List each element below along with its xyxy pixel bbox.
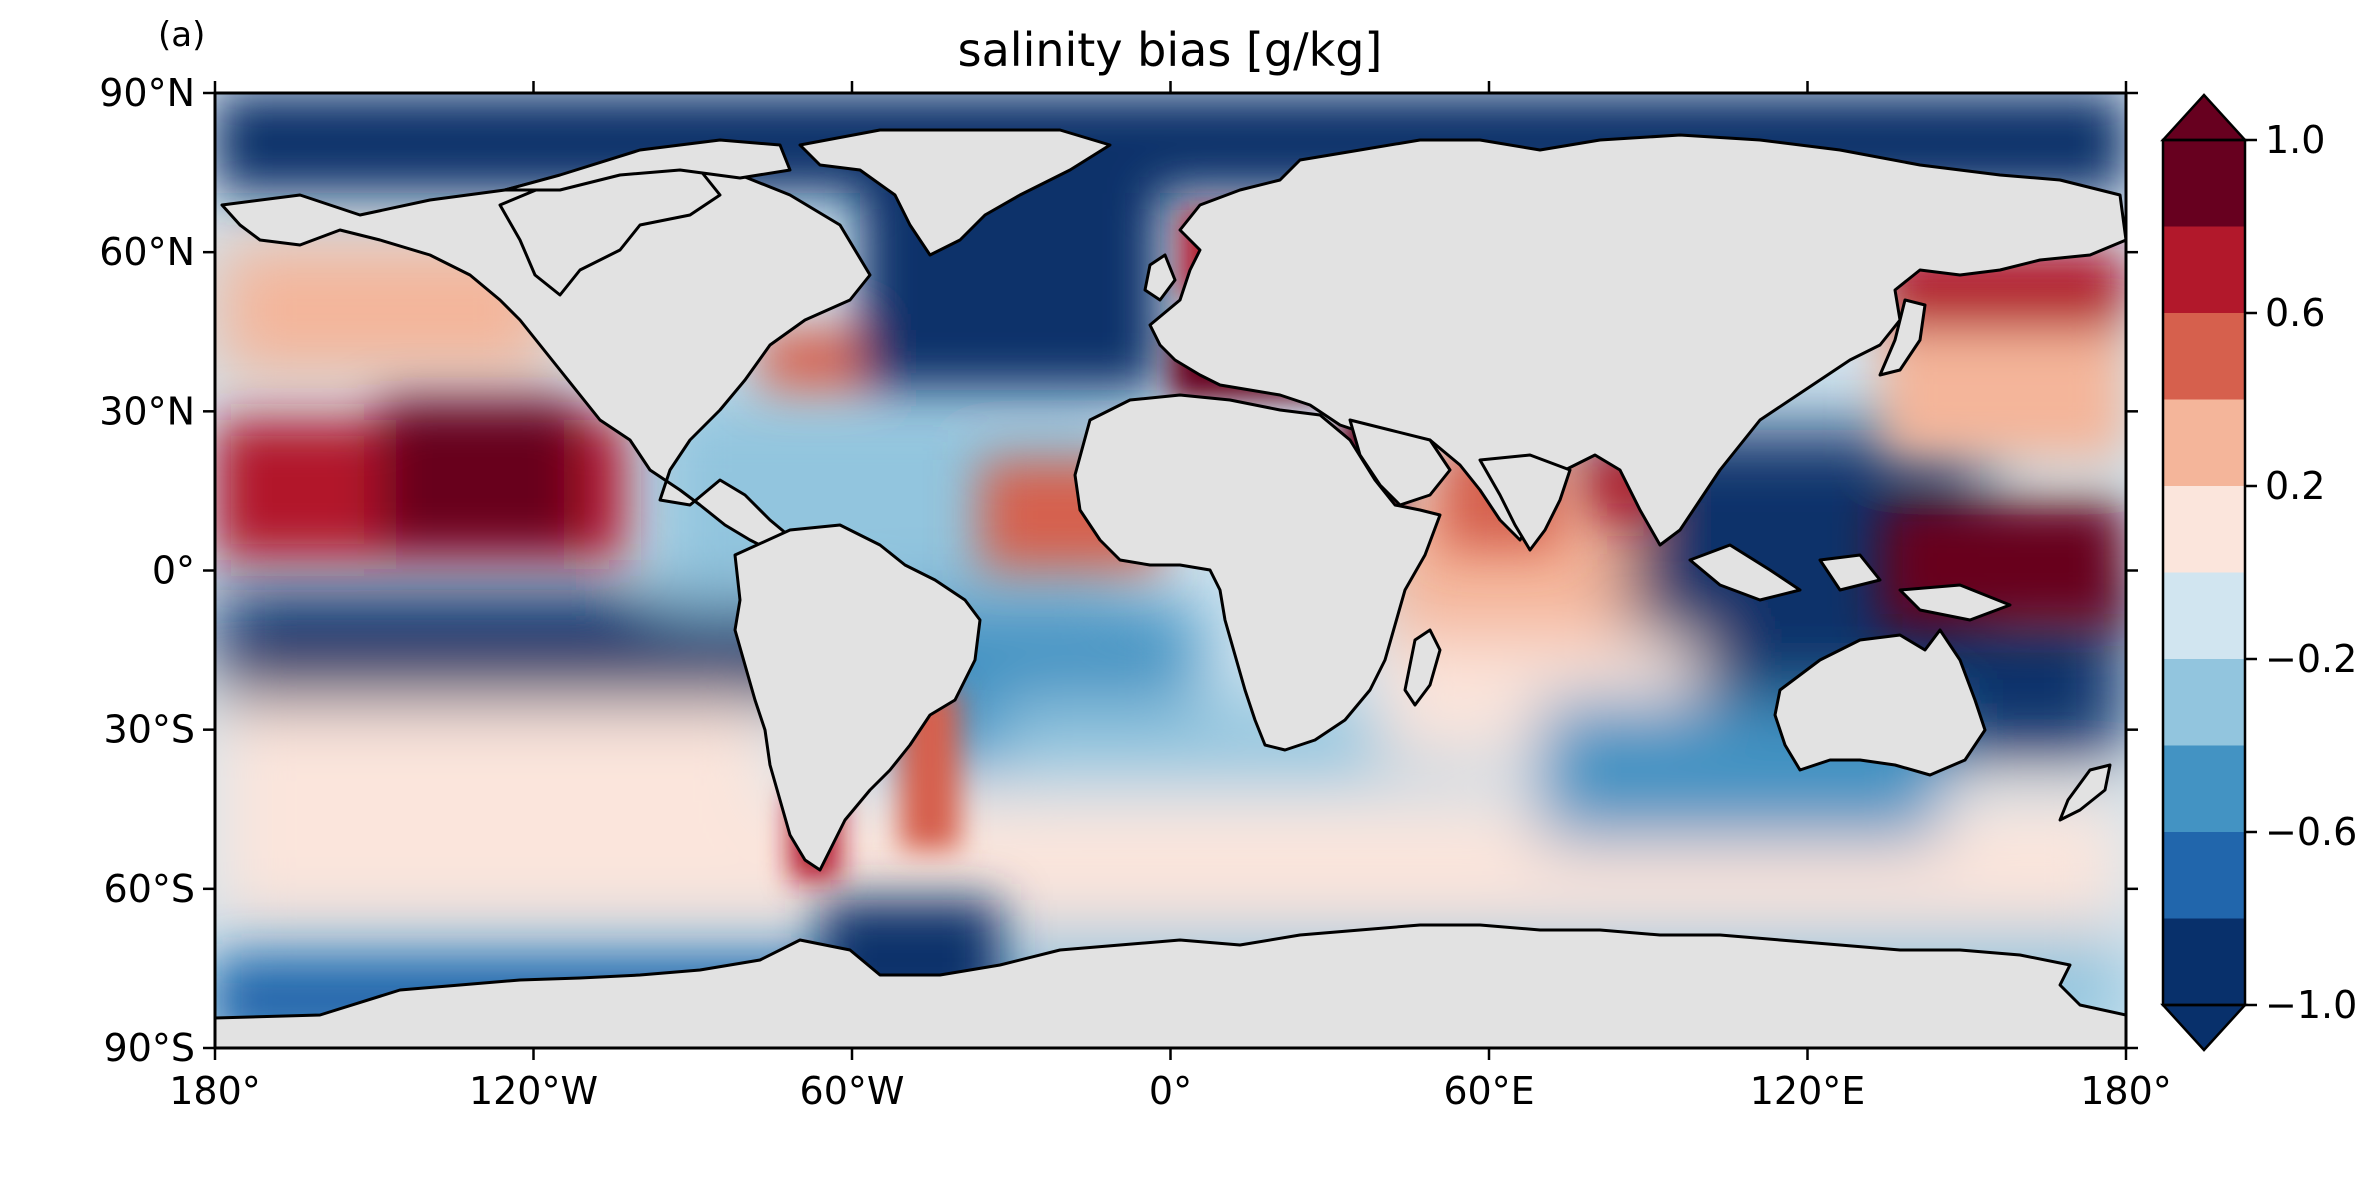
colorbar-tick-label: −0.2 [2265, 637, 2357, 681]
australia [1773, 628, 1987, 777]
colorbar-segment [2163, 226, 2245, 314]
africa [1073, 393, 1442, 752]
x-tick-label: 0° [1149, 1069, 1192, 1113]
y-tick-labels: 90°N 60°N 30°N 0° 30°S 60°S 90°S [99, 71, 195, 1070]
colorbar-segment [2163, 486, 2245, 573]
panel-label: (a) [158, 15, 205, 55]
colorbar-segment [2163, 313, 2245, 400]
x-tick-labels: 180° 120°W 60°W 0° 60°E 120°E 180° [169, 1069, 2172, 1113]
y-tick-label: 0° [152, 549, 195, 593]
colorbar-segment [2163, 745, 2245, 833]
colorbar-tick-label: 1.0 [2265, 118, 2325, 162]
colorbar-segment [2163, 399, 2245, 487]
colorbar-tick-label: −1.0 [2265, 983, 2357, 1027]
x-tick-label: 60°E [1443, 1069, 1534, 1113]
maritime-continent [1688, 543, 2012, 622]
british-isles [1143, 253, 1177, 302]
greenland [798, 128, 1112, 257]
antarctica [215, 923, 2126, 1048]
colorbar-extend-min [2160, 1003, 2248, 1052]
colorbar-tick-labels: 1.0 0.6 0.2 −0.2 −0.6 −1.0 [2245, 118, 2357, 1027]
colorbar-tick-label: 0.2 [2265, 464, 2325, 508]
south-america [733, 523, 982, 872]
land [215, 128, 2126, 1048]
x-tick-label: 120°E [1750, 1069, 1866, 1113]
colorbar-tick-label: −0.6 [2265, 810, 2357, 854]
axis-ticks [203, 81, 2138, 1060]
y-tick-label: 30°N [99, 389, 195, 433]
x-tick-label: 120°W [469, 1069, 598, 1113]
colorbar [2160, 93, 2248, 1052]
colorbar-segment [2163, 918, 2245, 1006]
colorbar-segment [2163, 832, 2245, 919]
x-tick-label: 180° [2080, 1069, 2172, 1113]
arctic-islands-north [503, 138, 792, 192]
colorbar-segment [2163, 572, 2245, 660]
map-title: salinity bias [g/kg] [958, 23, 1383, 77]
arabia [1348, 418, 1452, 507]
colorbar-frame [2161, 138, 2247, 1007]
y-tick-label: 90°S [104, 1026, 195, 1070]
madagascar [1403, 628, 1442, 707]
colorbar-tick-label: 0.6 [2265, 291, 2325, 335]
y-tick-label: 60°S [104, 867, 195, 911]
y-tick-label: 30°S [104, 708, 195, 752]
colorbar-extend-max [2160, 93, 2248, 142]
x-tick-label: 180° [169, 1069, 261, 1113]
india [1478, 453, 1572, 552]
japan [1878, 298, 1927, 377]
colorbar-segment [2163, 659, 2245, 746]
new-zealand [2058, 763, 2112, 822]
colorbar-segment [2163, 140, 2245, 227]
x-tick-label: 60°W [800, 1069, 905, 1113]
y-tick-label: 90°N [99, 71, 195, 115]
y-tick-label: 60°N [99, 230, 195, 274]
